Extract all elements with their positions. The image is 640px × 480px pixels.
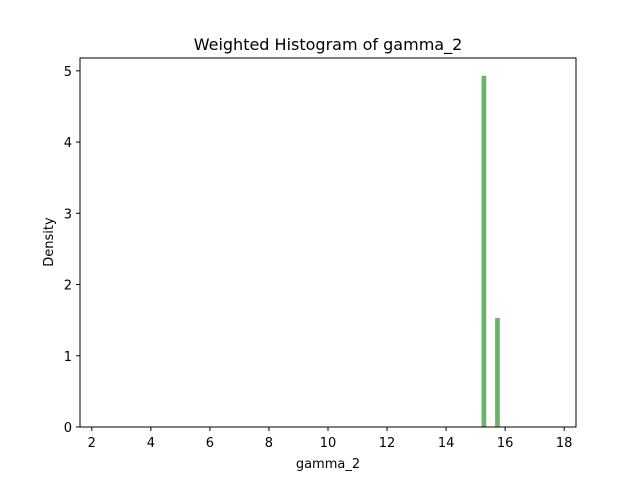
x-tick-label: 2 xyxy=(88,436,96,451)
histogram-bar-1 xyxy=(495,318,500,427)
x-tick-label: 14 xyxy=(438,436,455,451)
y-tick-label: 4 xyxy=(64,136,72,151)
y-axis-label: Density xyxy=(42,217,57,267)
x-axis-ticks: 2 4 6 8 10 12 14 16 18 xyxy=(88,427,573,451)
x-tick-label: 6 xyxy=(206,436,214,451)
x-tick-label: 8 xyxy=(265,436,273,451)
chart-title: Weighted Histogram of gamma_2 xyxy=(194,35,463,55)
x-tick-label: 18 xyxy=(556,436,573,451)
histogram-bar-0 xyxy=(481,75,487,427)
x-axis-label: gamma_2 xyxy=(296,457,360,472)
y-tick-label: 5 xyxy=(64,65,72,80)
y-tick-label: 3 xyxy=(64,207,72,222)
y-tick-label: 2 xyxy=(64,279,72,294)
y-tick-label: 1 xyxy=(64,350,72,365)
y-tick-label: 0 xyxy=(64,421,72,436)
x-tick-label: 12 xyxy=(379,436,396,451)
axes-frame xyxy=(79,57,577,428)
x-tick-label: 10 xyxy=(320,436,337,451)
x-tick-label: 16 xyxy=(497,436,514,451)
plot-area xyxy=(481,75,500,427)
y-axis-ticks: 0 1 2 3 4 5 xyxy=(64,65,80,436)
x-tick-label: 4 xyxy=(147,436,155,451)
